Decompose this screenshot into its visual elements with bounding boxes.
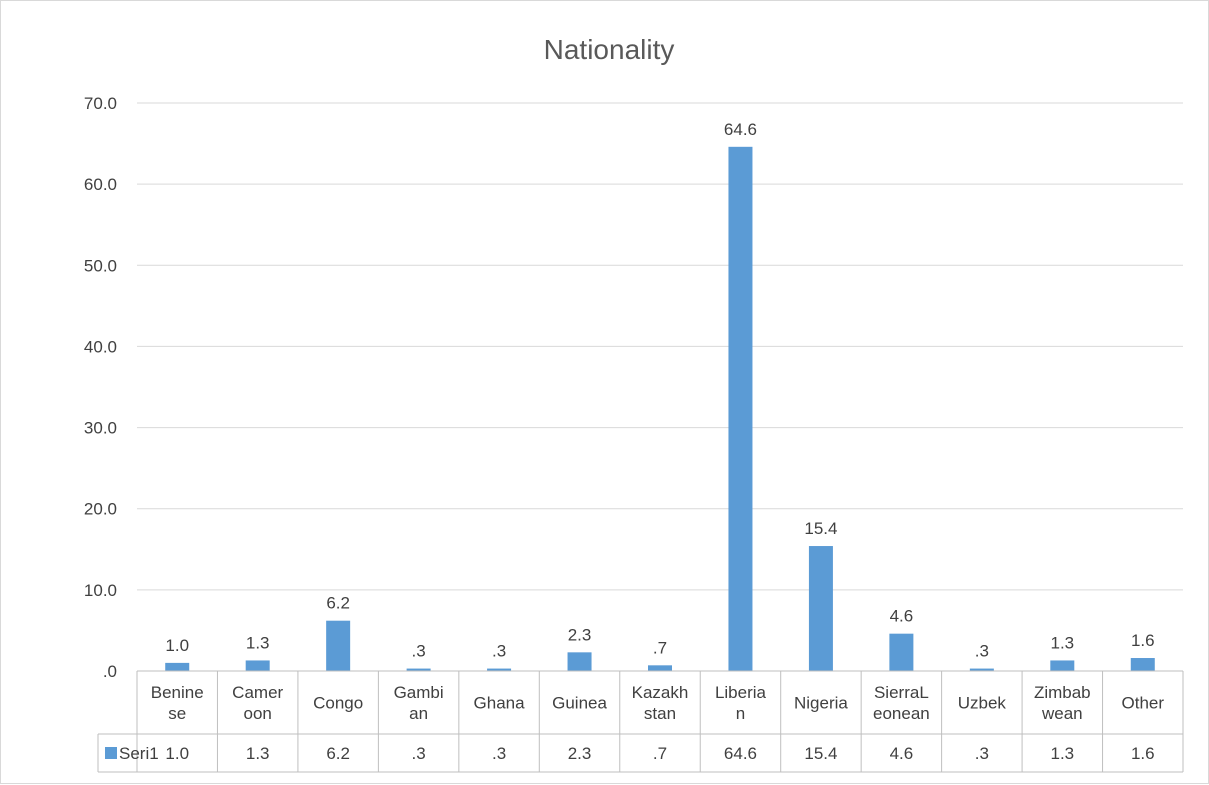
bar [567,652,592,671]
bar [1050,660,1075,671]
bar [648,665,672,671]
y-tick-label: 40.0 [84,337,117,356]
table-value: 64.6 [724,744,757,763]
y-tick-label: 60.0 [84,175,117,194]
data-label: 64.6 [724,120,757,139]
bar [889,633,914,671]
y-axis-ticks: .0 10.0 20.0 30.0 40.0 50.0 60.0 70.0 [84,94,117,681]
bar [808,546,833,671]
category-label: Other [1122,694,1165,713]
table-value: 6.2 [326,744,350,763]
bar [728,146,753,671]
category-label: Benine [151,683,204,702]
category-label: stan [644,704,676,723]
y-tick-label: 50.0 [84,256,117,275]
data-label: 1.6 [1131,631,1155,650]
category-label: Congo [313,694,363,713]
category-label: Zimbab [1034,683,1091,702]
table-value: 15.4 [804,744,837,763]
bar [245,660,270,671]
y-tick-label: .0 [103,662,117,681]
category-label: se [168,704,186,723]
category-label: an [409,704,428,723]
data-label: 1.3 [246,633,270,652]
bar [165,662,190,671]
category-label: Nigeria [794,694,848,713]
gridlines [137,102,1183,591]
data-label: .3 [412,642,426,661]
data-label: 15.4 [804,519,837,538]
bar [1130,658,1155,671]
table-value: 4.6 [890,744,914,763]
y-tick-label: 20.0 [84,500,117,519]
bar [969,668,994,671]
data-label: 1.3 [1050,633,1074,652]
category-label: Liberia [715,683,767,702]
data-label: 6.2 [326,594,350,613]
bar [487,668,512,671]
bar [326,620,351,671]
table-value: 1.0 [165,744,189,763]
table-value: 1.3 [246,744,270,763]
data-label: 1.0 [165,636,189,655]
data-label: .3 [492,642,506,661]
table-value: .3 [412,744,426,763]
data-label: 4.6 [890,607,914,626]
data-table: Benine se Camer oon Congo Gambi an Ghana Guinea K… [97,670,1184,773]
category-label: Ghana [474,694,526,713]
chart-title: Nationality [544,34,675,65]
legend-series-name: Seri1 [119,744,159,763]
table-value: 1.6 [1131,744,1155,763]
category-label: Guinea [552,694,607,713]
category-label: Kazakh [632,683,689,702]
category-label: Gambi [394,683,444,702]
data-label: 2.3 [568,625,592,644]
table-value: .3 [975,744,989,763]
data-labels: 1.0 1.3 6.2 .3 .3 2.3 .7 64.6 15.4 4.6 .3 1.3 1.6 [165,120,1154,661]
data-label: .7 [653,638,667,657]
category-label: Uzbek [958,694,1007,713]
table-value: .3 [492,744,506,763]
y-tick-label: 10.0 [84,581,117,600]
bar [406,668,431,671]
category-label: wean [1041,704,1083,723]
table-value: 1.3 [1050,744,1074,763]
category-label: eonean [873,704,930,723]
table-value: 2.3 [568,744,592,763]
category-label: oon [244,704,272,723]
category-label: Camer [232,683,283,702]
legend-key [105,747,117,759]
data-label: .3 [975,642,989,661]
category-label: SierraL [874,683,929,702]
category-label: n [736,704,745,723]
y-tick-label: 70.0 [84,94,117,113]
bars [165,146,1155,671]
y-tick-label: 30.0 [84,419,117,438]
table-value: .7 [653,744,667,763]
